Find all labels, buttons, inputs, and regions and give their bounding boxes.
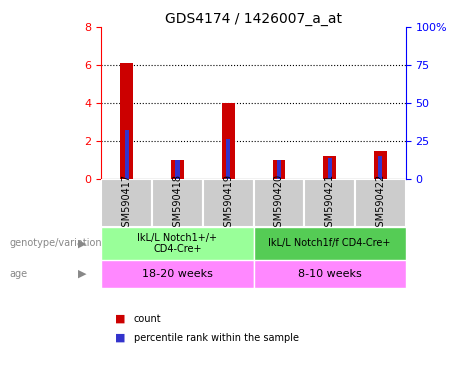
Bar — [125, 130, 129, 179]
Bar — [176, 160, 179, 179]
Text: count: count — [134, 314, 161, 324]
Bar — [355, 179, 406, 227]
Bar — [304, 179, 355, 227]
Text: ■: ■ — [115, 314, 126, 324]
Text: IkL/L Notch1+/+
CD4-Cre+: IkL/L Notch1+/+ CD4-Cre+ — [137, 233, 218, 254]
Text: 8-10 weeks: 8-10 weeks — [298, 269, 361, 279]
Bar — [378, 156, 382, 179]
Text: GSM590420: GSM590420 — [274, 174, 284, 233]
Bar — [272, 160, 285, 179]
Bar — [254, 179, 304, 227]
Bar — [101, 260, 254, 288]
Text: IkL/L Notch1f/f CD4-Cre+: IkL/L Notch1f/f CD4-Cre+ — [268, 238, 391, 248]
Text: percentile rank within the sample: percentile rank within the sample — [134, 333, 299, 343]
Bar — [120, 63, 133, 179]
Bar — [171, 160, 184, 179]
Bar — [254, 260, 406, 288]
Text: GSM590417: GSM590417 — [122, 174, 132, 233]
Bar — [374, 151, 387, 179]
Text: 18-20 weeks: 18-20 weeks — [142, 269, 213, 279]
Text: ■: ■ — [115, 333, 126, 343]
Text: genotype/variation: genotype/variation — [9, 238, 102, 248]
Text: age: age — [9, 269, 27, 279]
Bar — [328, 158, 331, 179]
Text: GSM590418: GSM590418 — [172, 174, 183, 233]
Bar — [101, 227, 254, 260]
Bar — [277, 160, 281, 179]
Text: GSM590419: GSM590419 — [223, 174, 233, 233]
Bar — [152, 179, 203, 227]
Bar — [101, 179, 152, 227]
Text: GSM590422: GSM590422 — [375, 174, 385, 233]
Bar — [222, 103, 235, 179]
Bar — [254, 227, 406, 260]
Bar — [203, 179, 254, 227]
Title: GDS4174 / 1426007_a_at: GDS4174 / 1426007_a_at — [165, 12, 342, 26]
Text: GSM590421: GSM590421 — [325, 174, 335, 233]
Text: ▶: ▶ — [78, 269, 87, 279]
Text: ▶: ▶ — [78, 238, 87, 248]
Bar — [226, 139, 230, 179]
Bar — [323, 156, 336, 179]
